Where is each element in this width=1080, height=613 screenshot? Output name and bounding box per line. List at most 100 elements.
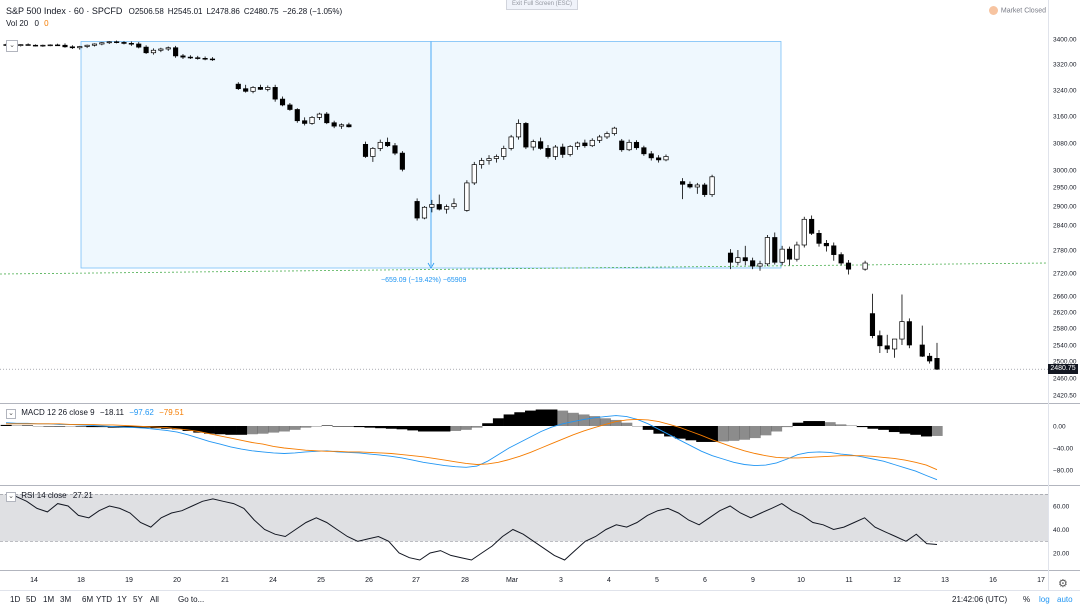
macd-hist-bar [867,426,879,429]
x-tick-label: 3 [559,577,563,584]
last-price-tag: 2480.75 [1048,364,1078,375]
candle [702,182,708,197]
candle [801,216,807,248]
grid-layer [0,0,1080,590]
macd-hist-bar [43,426,55,427]
candle [121,41,127,45]
collapse-rsi-button[interactable]: ⌄ [6,492,16,502]
macd-hist-bar [760,426,772,436]
x-tick-label: 27 [412,577,420,584]
collapse-macd-button[interactable]: ⌄ [6,409,16,419]
price-tick-label: 2780.00 [1053,248,1077,255]
macd-hist-bar [621,422,633,426]
timeframe-all[interactable]: All [150,595,159,604]
price-tick-label: 2500.00 [1053,359,1077,366]
rsi-tick-label: 40.00 [1053,527,1070,534]
candle [757,260,763,271]
macd-hist-bar [203,426,215,434]
candle [243,84,249,93]
macd-hist-bar [578,414,590,426]
macd-hist-bar [567,412,579,426]
candle [604,131,610,139]
candle [641,145,647,156]
collapse-legend-button[interactable]: ⌄ [6,40,18,52]
candle [173,45,179,58]
macd-hist-bar [246,426,258,435]
x-tick-label: 17 [1037,577,1045,584]
log-button[interactable]: log [1039,595,1050,604]
candle [338,123,345,129]
candle [927,353,933,364]
macd-hist-bar [557,410,569,426]
macd-hist-bar [803,421,815,426]
macd-hist-bar [674,426,686,439]
macd-hist-bar [343,426,355,427]
macd-hist-bar [514,412,526,426]
x-tick-label: 13 [941,577,949,584]
candle [32,44,39,47]
timeframe-1d[interactable]: 1D [10,595,21,604]
macd-hist-bar [696,426,708,442]
macd-hist-bar [332,426,344,427]
macd-hist-bar [86,426,98,428]
settings-gear-icon[interactable]: ⚙ [1058,578,1068,590]
macd-hist-bar [321,425,333,426]
measure-label: −659.09 (−19.42%) −65909 [381,277,467,284]
candle [626,139,632,152]
timeframe-5y[interactable]: 5Y [133,595,143,604]
candle [892,338,898,358]
candle [370,147,376,162]
rsi-legend: ⌄ RSI 14 close 27.21 [6,491,93,502]
macd-hist-bar [193,426,205,433]
timeframe-5d[interactable]: 5D [26,595,37,604]
macd-line-value: −97.62 [129,408,154,417]
timeframe-1y[interactable]: 1Y [117,595,127,604]
candle [471,161,477,185]
macd-hist-bar [75,426,87,427]
macd-hist-bar [64,426,76,427]
auto-button[interactable]: auto [1057,595,1073,604]
macd-hist-bar [450,426,462,431]
timeframe-ytd[interactable]: YTD [96,595,112,604]
macd-hist-bar [546,409,558,426]
candle [663,154,669,162]
candle [444,204,450,214]
trend-line [0,262,1049,275]
macd-hist-bar [289,426,301,430]
candle [385,137,391,148]
candle [742,245,748,266]
macd-line [5,415,938,481]
rsi-label[interactable]: RSI 14 close [21,491,67,500]
candle [99,42,105,46]
timeframe-1m[interactable]: 1M [43,595,55,604]
candle [838,252,844,266]
candle [324,112,330,125]
candle [47,44,53,47]
candle [128,41,134,46]
x-tick-label: 20 [173,577,181,584]
macd-hist-bar [878,426,890,430]
candle [750,257,756,270]
macd-hist-bar [610,419,622,426]
candle [786,246,793,266]
candle [77,45,83,50]
candle [582,139,588,148]
macd-hist-bar [910,426,922,435]
volume-label[interactable]: Vol 20 [6,19,29,28]
exit-fullscreen-button[interactable]: Exit Full Screen (ESC) [506,0,578,10]
timeframe-3m[interactable]: 3M [60,595,72,604]
candle [919,325,925,357]
macd-hist-bar [236,426,248,435]
timeframe-6m[interactable]: 6M [82,595,94,604]
candle [331,120,337,129]
goto-button[interactable]: Go to... [178,595,205,604]
candle [294,108,300,123]
candle [279,96,286,107]
symbol-title[interactable]: S&P 500 Index · 60 · SPCFD [6,6,123,16]
x-tick-label: 6 [703,577,707,584]
percent-button[interactable]: % [1023,595,1031,604]
macd-hist-bar [856,426,868,428]
macd-label[interactable]: MACD 12 26 close 9 [21,408,95,417]
